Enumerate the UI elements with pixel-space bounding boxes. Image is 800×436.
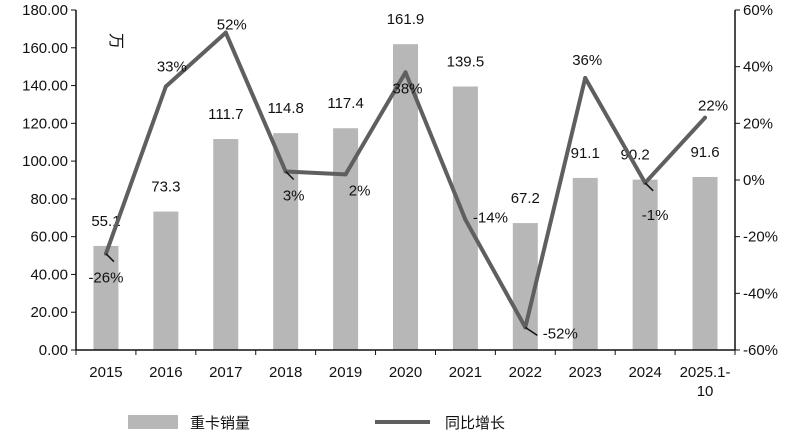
- unit-label: 万: [107, 33, 126, 49]
- label-leader-line: [285, 170, 295, 181]
- legend: 重卡销量 同比增长: [128, 415, 505, 432]
- line-data-label: -14%: [473, 210, 508, 227]
- line-data-label: -1%: [642, 207, 669, 224]
- bar-data-label: 91.1: [571, 145, 600, 162]
- line-point: [583, 76, 588, 80]
- right-axis-tick-label: 60%: [743, 2, 773, 19]
- line-point: [403, 70, 408, 75]
- line-data-label: 2%: [349, 182, 371, 199]
- x-axis-tick-label: 2020: [389, 364, 422, 381]
- bar-data-label: 55.1: [91, 213, 120, 230]
- right-axis-tick-label: -20%: [743, 229, 778, 246]
- legend-bar-swatch: [128, 415, 178, 429]
- bar: [632, 179, 658, 350]
- line-data-label: 33%: [157, 59, 187, 76]
- right-axis-tick-label: -40%: [743, 285, 778, 302]
- line-point: [163, 84, 168, 89]
- x-axis-tick-label: 2017: [209, 364, 242, 381]
- bar-data-label: 73.3: [151, 179, 180, 196]
- line-point: [223, 30, 228, 35]
- bar: [692, 176, 718, 350]
- line-data-label: 38%: [392, 80, 422, 97]
- right-axis-tick-label: 0%: [743, 172, 765, 189]
- bar-data-label: 114.8: [267, 100, 303, 117]
- x-axis-tick-label: 2025.1-: [680, 364, 731, 381]
- line-point: [463, 217, 468, 222]
- x-axis-tick-label: 2024: [628, 364, 661, 381]
- bar: [213, 139, 239, 350]
- bar-data-label: 117.4: [327, 95, 363, 112]
- left-axis-tick-label: 160.00: [22, 40, 68, 57]
- line-data-label: 22%: [698, 98, 728, 115]
- line-data-label: -52%: [543, 325, 578, 342]
- right-axis-tick-label: 20%: [743, 115, 773, 132]
- bar-data-labels: 55.1 73.3 111.7 114.8 117.4 161.9 139.5 67.2 91.…: [91, 11, 719, 230]
- line-point: [343, 172, 348, 177]
- legend-line-label: 同比增长: [445, 415, 505, 432]
- x-axis-tick-label: 2016: [149, 364, 182, 381]
- bar: [93, 245, 119, 350]
- bar-data-label: 111.7: [208, 106, 243, 123]
- left-axis-tick-label: 60.00: [30, 229, 68, 246]
- x-axis-tick-label: 2019: [329, 364, 362, 381]
- left-axis-tick-label: 140.00: [22, 78, 68, 95]
- bar: [572, 177, 598, 350]
- axes: 0.00 20.00 40.00 60.00 80.00 100.00 120.00 140.…: [22, 2, 778, 400]
- label-leader-line: [644, 182, 654, 192]
- x-axis-tick-label: 2021: [449, 364, 482, 381]
- bar: [333, 128, 359, 350]
- bar-data-label: 161.9: [387, 11, 425, 28]
- left-axis-tick-label: 20.00: [30, 304, 68, 321]
- bar-data-label: 91.6: [690, 144, 719, 161]
- bar-data-label: 139.5: [447, 54, 485, 71]
- left-axis-tick-label: 180.00: [22, 2, 68, 19]
- legend-bar-label: 重卡销量: [190, 415, 250, 432]
- line-data-labels: -26% 33% 52% 3% 2% 38% -14% -52% 36% -1% 22%: [88, 17, 728, 343]
- left-axis-tick-label: 80.00: [30, 191, 68, 208]
- x-axis-tick-label: 2018: [269, 364, 302, 381]
- line-data-label: 3%: [283, 188, 305, 205]
- bar-data-label: 67.2: [511, 190, 540, 207]
- right-axis-tick-label: -60%: [743, 342, 778, 359]
- bar: [153, 211, 179, 350]
- left-axis-tick-label: 40.00: [30, 266, 68, 283]
- x-axis-tick-label: 2023: [569, 364, 602, 381]
- x-axis-tick-label: 10: [697, 383, 714, 400]
- x-axis-tick-label: 2015: [89, 364, 122, 381]
- line-data-label: -26%: [88, 270, 123, 287]
- x-axis-tick-label: 2022: [509, 364, 542, 381]
- line-point: [703, 115, 708, 120]
- line-data-label: 36%: [572, 52, 602, 69]
- left-axis-tick-label: 120.00: [22, 115, 68, 132]
- label-leader-line: [105, 253, 115, 263]
- bar: [273, 133, 299, 350]
- label-leader-line: [524, 326, 538, 336]
- right-axis-tick-label: 40%: [743, 59, 773, 76]
- left-axis-tick-label: 100.00: [22, 153, 68, 170]
- left-axis-tick-label: 0.00: [39, 342, 68, 359]
- line-data-label: 52%: [217, 17, 247, 34]
